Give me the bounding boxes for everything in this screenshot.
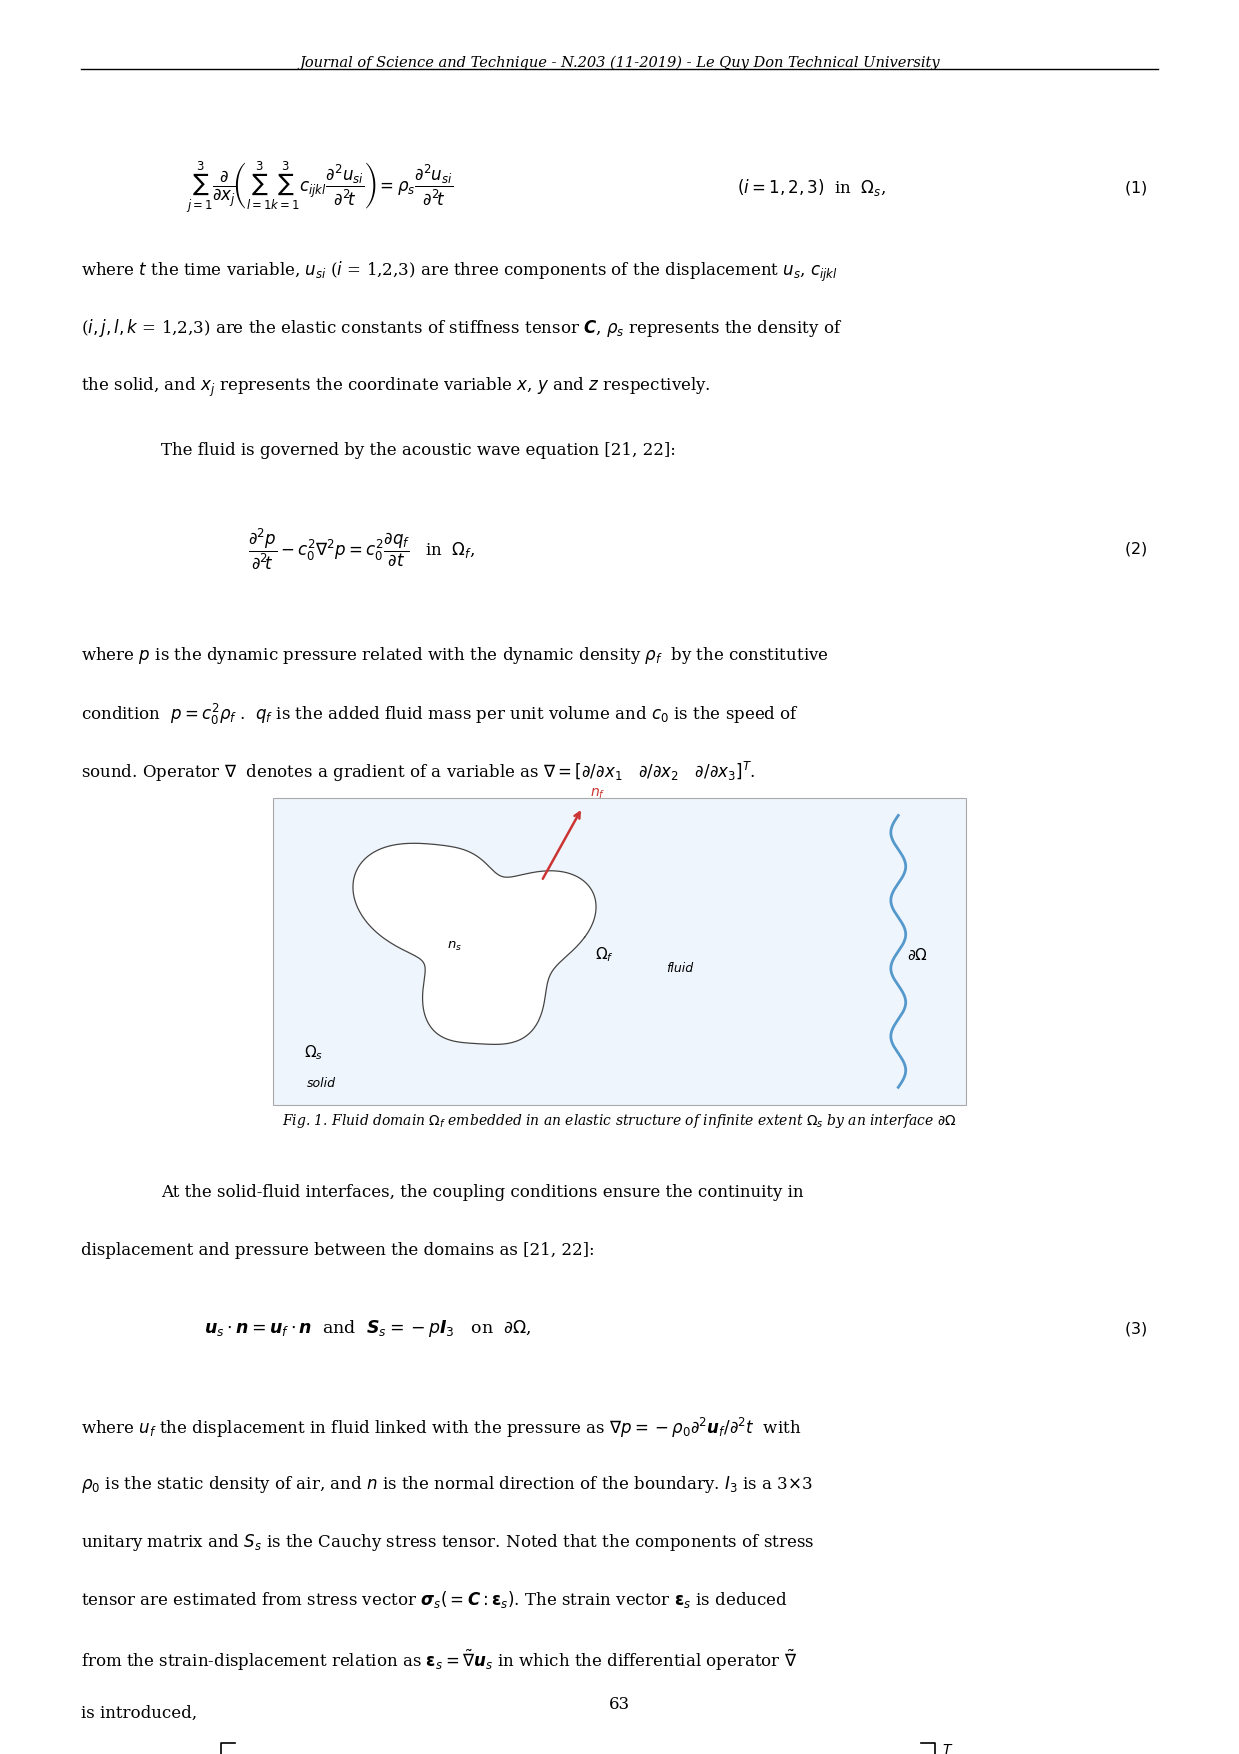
- Text: $\Omega_f$: $\Omega_f$: [595, 945, 613, 965]
- Text: sound. Operator $\nabla$  denotes a gradient of a variable as $\nabla=\left[\par: sound. Operator $\nabla$ denotes a gradi…: [81, 759, 755, 784]
- Text: At the solid-fluid interfaces, the coupling conditions ensure the continuity in: At the solid-fluid interfaces, the coupl…: [161, 1184, 804, 1201]
- Text: tensor are estimated from stress vector $\boldsymbol{\sigma}_s\left(=\boldsymbol: tensor are estimated from stress vector …: [81, 1589, 787, 1610]
- Polygon shape: [353, 844, 596, 1044]
- Text: Journal of Science and Technique - N.203 (11-2019) - Le Quy Don Technical Univer: Journal of Science and Technique - N.203…: [299, 54, 940, 70]
- Text: is introduced,: is introduced,: [81, 1705, 197, 1722]
- Text: ($i,j,l,k$ = 1,2,3) are the elastic constants of stiffness tensor $\boldsymbol{C: ($i,j,l,k$ = 1,2,3) are the elastic cons…: [81, 317, 841, 340]
- Text: $\dfrac{\partial^2 p}{\partial^2\! t}-c_0^2\nabla^2 p=c_0^2\dfrac{\partial q_f}{: $\dfrac{\partial^2 p}{\partial^2\! t}-c_…: [248, 526, 475, 572]
- Text: fluid: fluid: [667, 963, 694, 975]
- Text: from the strain-displacement relation as $\boldsymbol{\varepsilon}_s=\tilde{\nab: from the strain-displacement relation as…: [81, 1647, 797, 1673]
- Text: $(2)$: $(2)$: [1124, 540, 1147, 558]
- Text: 63: 63: [608, 1696, 631, 1714]
- Text: $n_s$: $n_s$: [447, 940, 462, 952]
- Text: $\rho_0$ is the static density of air, and $n$ is the normal direction of the bo: $\rho_0$ is the static density of air, a…: [81, 1473, 812, 1494]
- Text: $(1)$: $(1)$: [1124, 179, 1147, 196]
- Text: displacement and pressure between the domains as [21, 22]:: displacement and pressure between the do…: [81, 1242, 595, 1259]
- Text: $(3)$: $(3)$: [1124, 1321, 1147, 1338]
- Bar: [273, 798, 966, 1105]
- Text: the solid, and $x_j$ represents the coordinate variable $x$, $y$ and $z$ respect: the solid, and $x_j$ represents the coor…: [81, 375, 710, 398]
- Text: $\partial\Omega$: $\partial\Omega$: [907, 947, 928, 963]
- Text: where $p$ is the dynamic pressure related with the dynamic density $\rho_f$  by : where $p$ is the dynamic pressure relate…: [81, 644, 828, 665]
- Text: unitary matrix and $S_s$ is the Cauchy stress tensor. Noted that the components : unitary matrix and $S_s$ is the Cauchy s…: [81, 1531, 814, 1552]
- Text: $\sum_{j=1}^{3}\dfrac{\partial}{\partial x_j}\!\left(\sum_{l=1}^{3}\sum_{k=1}^{3: $\sum_{j=1}^{3}\dfrac{\partial}{\partial…: [186, 160, 453, 216]
- Text: $\Omega_s$: $\Omega_s$: [304, 1044, 322, 1061]
- Text: where $u_f$ the displacement in fluid linked with the pressure as $\nabla p=-\rh: where $u_f$ the displacement in fluid li…: [81, 1415, 800, 1440]
- Text: $T$: $T$: [942, 1743, 953, 1754]
- Text: Fig. 1. Fluid domain $\Omega_f$ embedded in an elastic structure of infinite ext: Fig. 1. Fluid domain $\Omega_f$ embedded…: [282, 1112, 957, 1130]
- Text: where $t$ the time variable, $u_{si}$ ($i$ = 1,2,3) are three components of the : where $t$ the time variable, $u_{si}$ ($…: [81, 260, 838, 284]
- Text: solid: solid: [307, 1077, 336, 1091]
- Text: condition  $p=c_0^2\rho_f$ .  $q_f$ is the added fluid mass per unit volume and : condition $p=c_0^2\rho_f$ . $q_f$ is the…: [81, 702, 799, 728]
- Text: The fluid is governed by the acoustic wave equation [21, 22]:: The fluid is governed by the acoustic wa…: [161, 442, 676, 460]
- Text: $n_f$: $n_f$: [590, 786, 605, 800]
- Text: $\boldsymbol{u}_s\cdot\boldsymbol{n}=\boldsymbol{u}_f\cdot\boldsymbol{n}$  and  : $\boldsymbol{u}_s\cdot\boldsymbol{n}=\bo…: [204, 1319, 532, 1340]
- Text: $(i=1,2,3)$  in  $\Omega_s$,: $(i=1,2,3)$ in $\Omega_s$,: [737, 177, 886, 198]
